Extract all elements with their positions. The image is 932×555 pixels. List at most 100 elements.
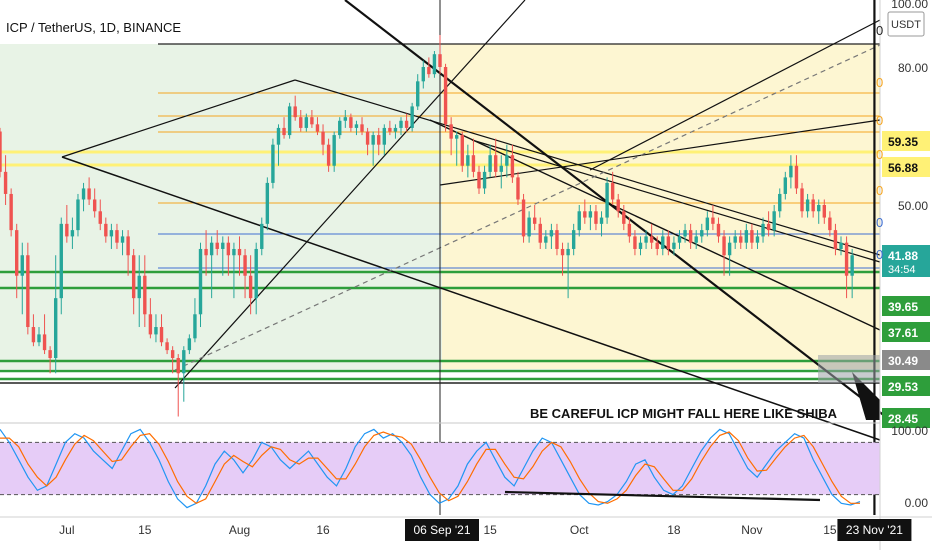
candle: [566, 248, 570, 256]
candle: [455, 135, 459, 139]
candle: [716, 223, 721, 237]
candle: [722, 236, 726, 256]
candle: [505, 155, 509, 166]
candle: [761, 223, 765, 237]
candle: [115, 230, 119, 243]
candle: [109, 230, 114, 237]
candle: [828, 217, 832, 231]
candle: [131, 255, 136, 299]
candle: [521, 199, 526, 237]
candle: [0, 131, 2, 172]
x-highlight-box: [405, 519, 479, 541]
osc-tick-label: 100.00: [891, 424, 928, 438]
y-tick-label: 80.00: [898, 61, 928, 75]
candle: [549, 230, 554, 237]
price-label: 59.35: [888, 135, 918, 149]
candle: [76, 199, 80, 231]
candle: [527, 217, 531, 237]
price-label-box: [882, 376, 930, 396]
candle: [399, 120, 403, 128]
candle: [299, 117, 303, 128]
candle: [154, 327, 158, 335]
price-label: 28.45: [888, 412, 918, 426]
price-label: 29.53: [888, 380, 918, 394]
candle: [120, 236, 125, 243]
candle: [460, 135, 464, 166]
projection-zone: [818, 355, 880, 383]
candle: [26, 255, 30, 328]
candle: [705, 217, 710, 231]
candle: [649, 236, 654, 243]
candle: [237, 248, 242, 256]
trend-line: [589, 19, 881, 171]
candle: [750, 230, 754, 243]
candle: [772, 211, 776, 231]
candle: [143, 275, 147, 315]
candle: [488, 155, 492, 172]
candle: [170, 350, 175, 358]
fib-level-marker: 0: [876, 147, 883, 162]
candle: [260, 223, 264, 249]
x-tick-label: Oct: [570, 523, 589, 537]
candle: [204, 248, 208, 256]
candle: [221, 242, 225, 249]
trend-line: [61, 156, 881, 441]
candle: [70, 230, 75, 237]
candle: [700, 230, 704, 237]
candle: [265, 182, 270, 224]
fib-level-marker: 0: [876, 215, 883, 230]
candle: [610, 182, 615, 200]
osc-line-1: [0, 428, 861, 509]
fib-level-marker: 0: [876, 23, 883, 38]
candle: [310, 117, 314, 125]
y-tick-label: 50.00: [898, 199, 928, 213]
candle: [666, 236, 671, 249]
candle: [739, 236, 743, 243]
x-tick-label: Nov: [741, 523, 762, 537]
candle: [354, 124, 359, 128]
price-label-box: [882, 322, 930, 342]
candle: [694, 236, 698, 243]
candle: [733, 236, 737, 243]
candle: [81, 188, 86, 200]
candle: [477, 171, 481, 189]
chart-title: ICP / TetherUS, 1D, BINANCE: [6, 20, 181, 35]
trend-line: [429, 119, 881, 331]
candle: [538, 223, 542, 243]
currency-box[interactable]: [887, 11, 925, 37]
candle: [126, 236, 130, 256]
price-label-box: [882, 157, 930, 177]
candle: [271, 144, 275, 183]
candle: [48, 350, 52, 358]
candle: [315, 124, 320, 132]
candle: [293, 106, 297, 118]
fib-level-marker: 0: [876, 75, 883, 90]
price-label-box: [882, 296, 930, 316]
x-highlight-box: [837, 519, 912, 541]
candle: [800, 188, 804, 212]
candle: [360, 124, 364, 132]
projection-arrow: [852, 372, 880, 420]
candle: [594, 211, 598, 224]
candle: [560, 248, 565, 256]
price-label: 56.88: [888, 161, 918, 175]
candle: [254, 248, 258, 299]
candle: [382, 127, 387, 145]
candle: [482, 171, 487, 189]
candle: [187, 338, 192, 351]
candle: [850, 255, 854, 276]
title-bg: [3, 16, 158, 38]
candle: [443, 67, 448, 125]
candle: [377, 135, 381, 145]
candle: [243, 255, 247, 276]
candle: [371, 135, 375, 145]
fib-level-marker: 0: [876, 183, 883, 198]
candle: [148, 314, 153, 335]
dashed-trend-line: [174, 44, 881, 371]
candle: [87, 188, 91, 200]
candle: [198, 248, 203, 315]
candle: [20, 255, 24, 276]
candle: [349, 117, 353, 128]
